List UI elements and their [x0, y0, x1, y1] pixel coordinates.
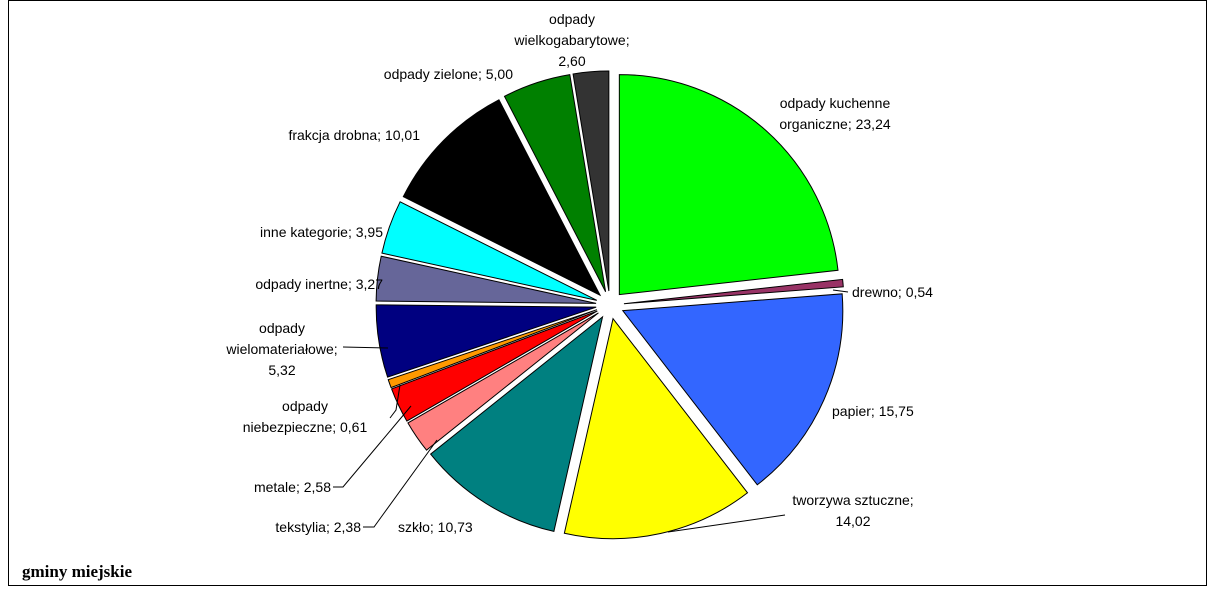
- leader-line: [333, 405, 412, 488]
- pie-slice-drewno: [623, 278, 844, 305]
- data-label: odpady zielone; 5,00: [384, 66, 513, 82]
- data-label: szkło; 10,73: [398, 519, 473, 535]
- data-label: odpady inertne; 3,27: [255, 276, 383, 292]
- data-label: odpady wielomateriałowe; 5,32: [225, 320, 337, 378]
- pie-slice-papier: [621, 293, 844, 486]
- data-label: tekstylia; 2,38: [275, 519, 361, 535]
- leader-line: [389, 384, 401, 419]
- data-label: metale; 2,58: [254, 479, 331, 495]
- data-label: drewno; 0,54: [852, 284, 933, 300]
- data-label: odpady kuchenne organiczne; 23,24: [779, 95, 891, 132]
- pie-slice-frakcja-drobna: [402, 99, 602, 297]
- leader-line: [667, 514, 786, 533]
- pie-slice-metale: [390, 310, 598, 422]
- data-label: tworzywa sztuczne; 14,02: [792, 492, 913, 529]
- pie-slice-tworzywa-sztuczne: [563, 317, 749, 540]
- pie-slice-odpady-kuchenne-organiczne: [618, 74, 839, 296]
- pie-slice-tekstylia: [407, 312, 599, 451]
- pie-slice-odpady-niebezpieczne: [387, 309, 597, 389]
- leader-line: [832, 289, 849, 293]
- chart-caption: gminy miejskie: [22, 562, 133, 581]
- data-label: odpady niebezpieczne; 0,61: [243, 398, 368, 435]
- data-label: papier; 15,75: [832, 403, 914, 419]
- leader-line: [363, 439, 438, 528]
- pie-slice-odpady-inertne: [375, 255, 597, 304]
- pie-slice-odpady-wielkogabarytowe: [572, 70, 610, 292]
- pie-slice-odpady-wielomateriałowe: [375, 304, 597, 378]
- pie-slice-odpady-zielone: [503, 74, 607, 292]
- data-label: frakcja drobna; 10,01: [288, 127, 420, 143]
- data-label: odpady wielkogabarytowe; 2,60: [513, 11, 629, 69]
- pie-slice-szkło: [429, 315, 604, 533]
- pie-slice-inne-kategorie: [381, 201, 598, 301]
- leader-line: [342, 346, 389, 349]
- data-label: inne kategorie; 3,95: [260, 224, 383, 240]
